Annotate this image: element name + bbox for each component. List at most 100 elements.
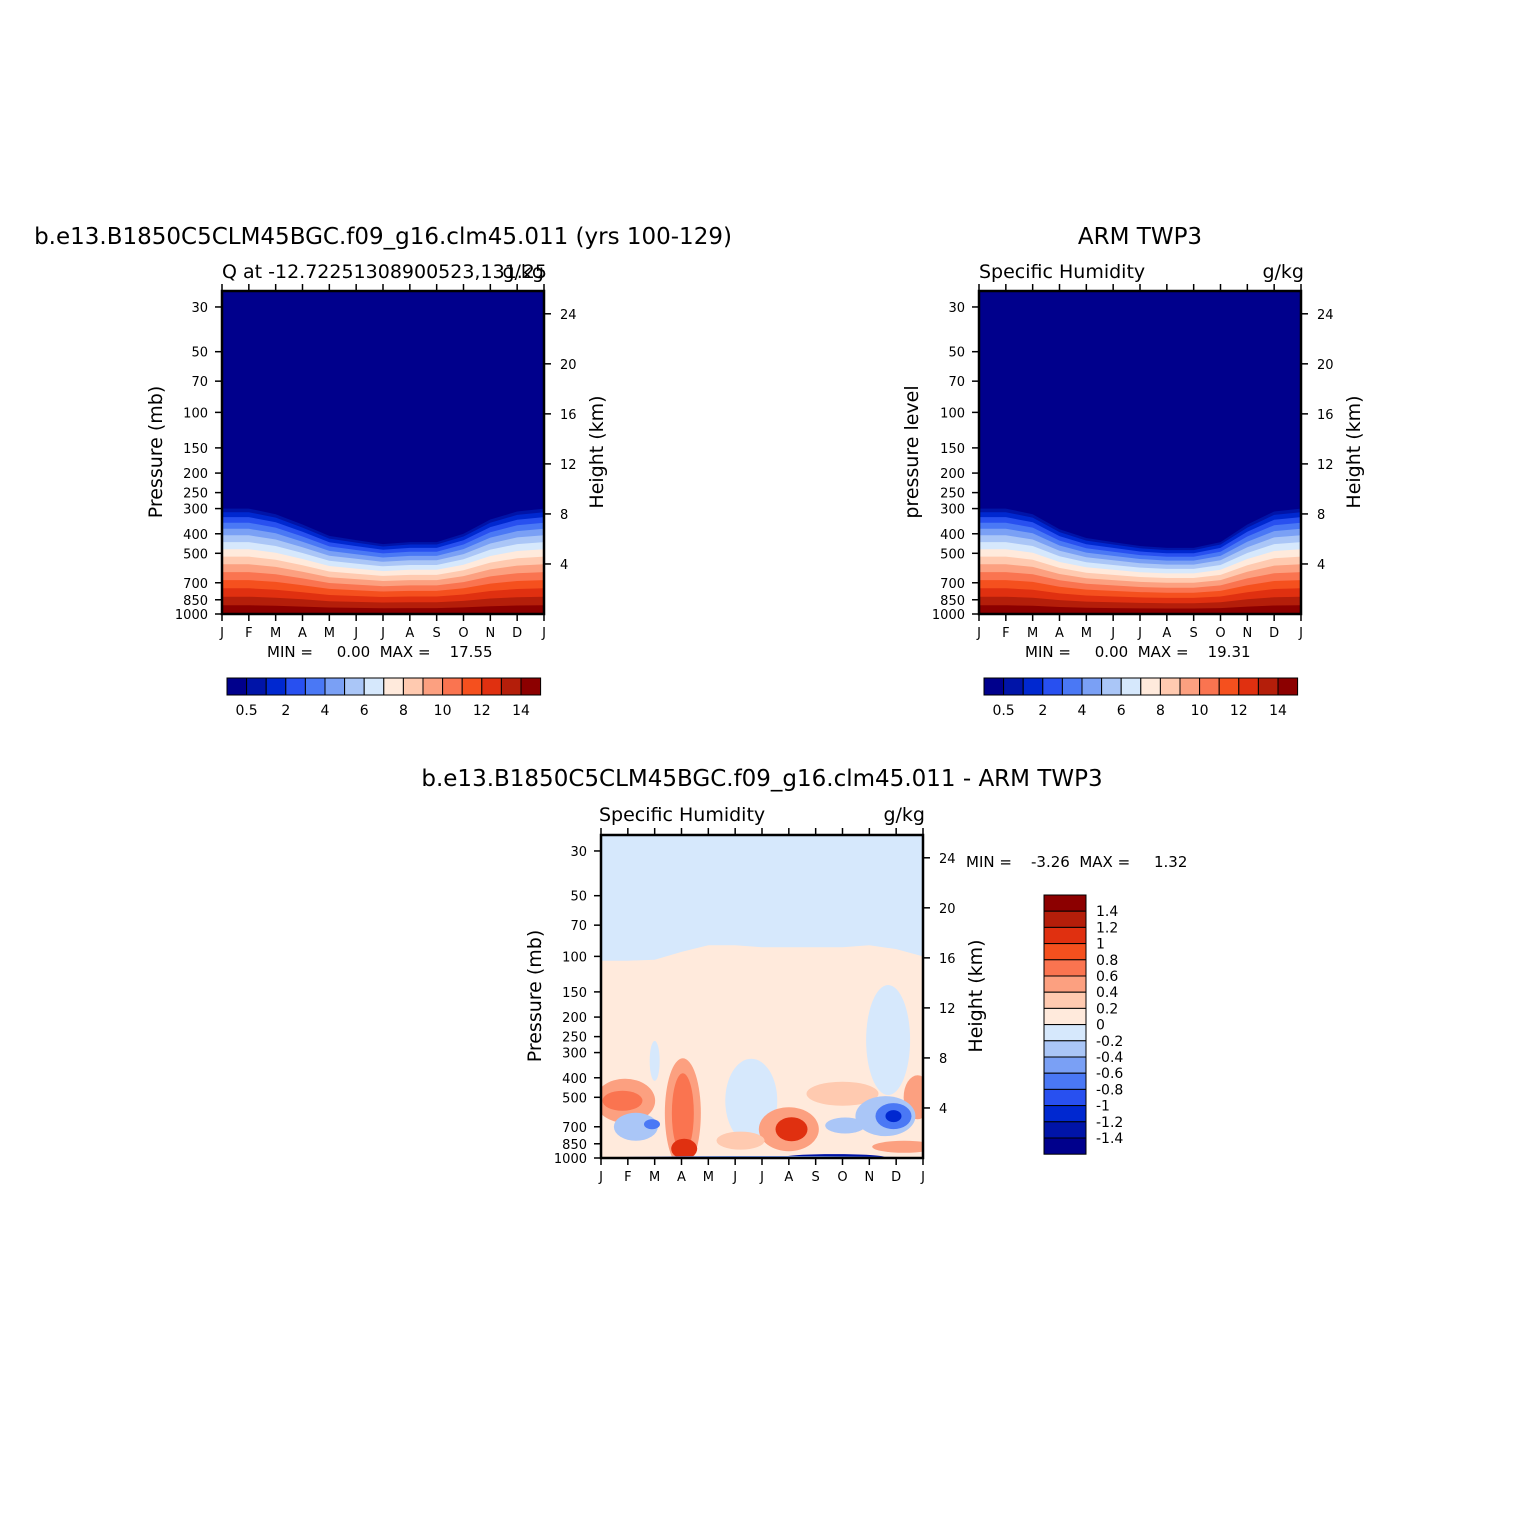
colorbar-label: -0.8 xyxy=(1096,1082,1123,1098)
y-right-tick-label: 20 xyxy=(1317,358,1334,373)
y-tick-label: 400 xyxy=(562,1072,587,1087)
negative-anomaly-blob xyxy=(885,1110,902,1123)
panel-model-ylabel-right: Height (km) xyxy=(586,395,608,508)
y-right-tick-label: 4 xyxy=(560,558,568,573)
x-tick-label: O xyxy=(458,626,468,641)
colorbar-label: 14 xyxy=(512,703,530,719)
y-tick-label: 500 xyxy=(562,1091,587,1106)
colorbar-swatch xyxy=(1043,1007,1087,1026)
y-tick-label: 500 xyxy=(183,547,208,562)
panel-model-y-axis-right: 24 20 16 12 8 4 xyxy=(544,308,577,573)
panel-diff-ylabel-right: Height (km) xyxy=(965,939,987,1052)
colorbar-label: -1 xyxy=(1096,1099,1110,1115)
colorbar-swatch xyxy=(1043,1040,1087,1058)
x-tick-label: J xyxy=(759,1170,764,1185)
y-tick-label: 700 xyxy=(562,1121,587,1136)
x-tick-label: N xyxy=(485,626,495,641)
positive-anomaly-blob xyxy=(671,1073,694,1154)
negative-anomaly-blob xyxy=(825,1117,866,1134)
colorbar-label: 6 xyxy=(1117,703,1126,719)
colorbar-label: 6 xyxy=(360,703,369,719)
panel-diff-y-axis-right: 24 20 16 12 8 4 xyxy=(923,852,956,1117)
colorbar-label: -1.2 xyxy=(1096,1115,1123,1131)
colorbar-label: 12 xyxy=(473,703,491,719)
y-tick-label: 200 xyxy=(183,467,208,482)
colorbar-swatch xyxy=(1257,677,1279,696)
y-tick-label: 250 xyxy=(183,487,208,502)
x-tick-label: S xyxy=(812,1170,820,1185)
colorbar-swatch xyxy=(422,677,444,696)
x-tick-label: D xyxy=(891,1170,901,1185)
colorbar-swatch xyxy=(1140,677,1161,696)
colorbar-swatch xyxy=(1179,677,1201,696)
panel-model-min-max: MIN = 0.00 MAX = 17.55 xyxy=(267,643,493,661)
panel-diff-subtitle-left: Specific Humidity xyxy=(599,804,765,826)
x-tick-label: M xyxy=(270,626,281,641)
y-tick-label: 30 xyxy=(191,301,208,316)
negative-anomaly-blob xyxy=(643,1119,660,1130)
y-tick-label: 850 xyxy=(183,594,208,609)
x-tick-label: D xyxy=(1269,626,1279,641)
colorbar-swatch xyxy=(324,677,346,696)
y-tick-label: 300 xyxy=(562,1047,587,1062)
colorbar-swatch xyxy=(500,677,522,696)
y-tick-label: 70 xyxy=(570,919,587,934)
colorbar-swatch xyxy=(1043,1056,1087,1074)
x-tick-label: J xyxy=(380,626,385,641)
colorbar-swatch xyxy=(1120,677,1142,696)
colorbar-swatch xyxy=(1043,1024,1087,1042)
colorbar-swatch xyxy=(1043,926,1087,945)
panel-model-units: g/kg xyxy=(502,261,544,283)
y-right-tick-label: 8 xyxy=(560,508,568,523)
colorbar-label: 0.6 xyxy=(1096,969,1118,985)
panel-model-subtitle-left: Q at -12.72251308900523,131.25 xyxy=(222,261,547,283)
y-right-tick-label: 4 xyxy=(939,1102,947,1117)
y-right-tick-label: 12 xyxy=(560,458,577,473)
colorbar-swatch xyxy=(1043,1072,1087,1090)
colorbar-label: 14 xyxy=(1269,703,1287,719)
colorbar-swatch xyxy=(520,677,542,696)
x-tick-label: S xyxy=(1190,626,1198,641)
x-tick-label: N xyxy=(1242,626,1252,641)
x-tick-label: J xyxy=(1137,626,1142,641)
positive-anomaly-blob xyxy=(806,1081,879,1106)
x-tick-label: M xyxy=(1081,626,1092,641)
colorbar-swatch xyxy=(481,677,502,696)
x-tick-label: J xyxy=(353,626,358,641)
x-tick-label: F xyxy=(624,1170,631,1185)
y-tick-label: 50 xyxy=(570,890,587,905)
colorbar-label: -0.6 xyxy=(1096,1066,1123,1082)
y-tick-label: 70 xyxy=(948,375,965,390)
panel-diff-ylabel: Pressure (mb) xyxy=(524,930,546,1063)
y-tick-label: 100 xyxy=(940,406,965,421)
positive-anomaly-blob xyxy=(716,1131,765,1150)
y-tick-label: 70 xyxy=(191,375,208,390)
colorbar-swatch xyxy=(1003,677,1024,696)
panel-model: b.e13.B1850C5CLM45BGC.f09_g16.clm45.011 … xyxy=(34,224,732,719)
y-right-tick-label: 12 xyxy=(1317,458,1334,473)
panel-obs-min-max: MIN = 0.00 MAX = 19.31 xyxy=(1025,643,1251,661)
panel-model-colorbar: 0.5 2 4 6 8 10 12 14 xyxy=(226,677,542,719)
panel-model-field xyxy=(222,291,544,614)
colorbar-swatch xyxy=(1043,943,1087,961)
x-tick-label: J xyxy=(1110,626,1115,641)
y-tick-label: 1000 xyxy=(554,1152,587,1167)
colorbar-swatch xyxy=(1043,1088,1087,1107)
colorbar-label: 1.2 xyxy=(1096,920,1118,936)
colorbar-label: -1.4 xyxy=(1096,1131,1123,1147)
colorbar-label: -0.4 xyxy=(1096,1050,1123,1066)
colorbar-swatch xyxy=(1043,1105,1087,1123)
panel-obs-y-axis-right: 24 20 16 12 8 4 xyxy=(1301,308,1334,573)
y-tick-label: 150 xyxy=(183,442,208,457)
y-tick-label: 850 xyxy=(940,594,965,609)
colorbar-label: 1.4 xyxy=(1096,904,1118,920)
x-tick-label: J xyxy=(976,626,981,641)
y-right-tick-label: 24 xyxy=(1317,308,1334,323)
colorbar-label: 0.5 xyxy=(992,703,1014,719)
y-right-tick-label: 24 xyxy=(560,308,577,323)
colorbar-swatch xyxy=(363,677,385,696)
